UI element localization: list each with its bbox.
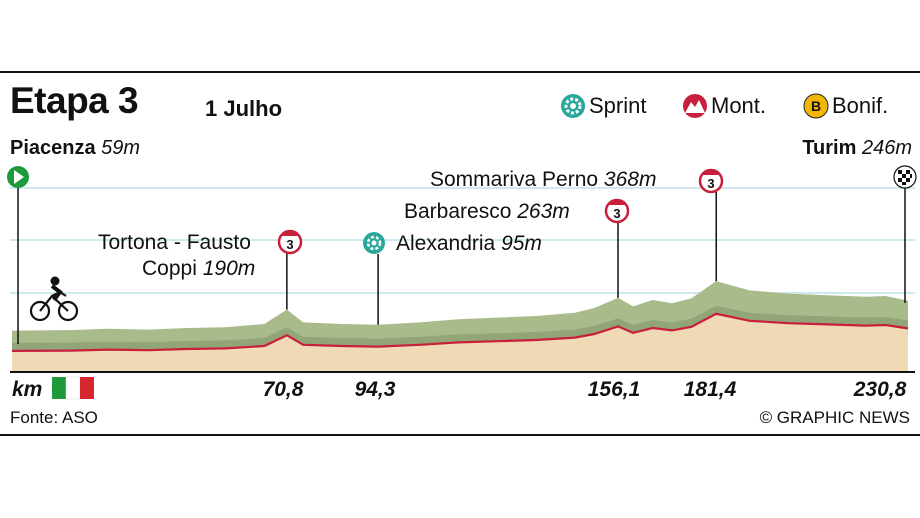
waypoint-sommariva: Sommariva Perno 368m bbox=[430, 168, 656, 192]
bonus-icon: B bbox=[803, 93, 829, 119]
stage-title: Etapa 3 bbox=[10, 80, 139, 121]
finish-name: Turim bbox=[802, 137, 857, 159]
bottom-rule bbox=[0, 434, 920, 436]
legend-bonus-label: Bonif. bbox=[832, 93, 889, 118]
terrain-area bbox=[12, 281, 908, 351]
waypoint-tortona-name2: Coppi bbox=[142, 257, 197, 280]
route-line bbox=[11, 312, 909, 352]
km-alexandria: 94,3 bbox=[354, 378, 396, 401]
waypoint-barbaresco-name: Barbaresco bbox=[404, 200, 512, 223]
start-name: Piacenza bbox=[10, 137, 96, 159]
legend-mountain-label: Mont. bbox=[711, 93, 767, 118]
legend-sprint-label: Sprint bbox=[589, 93, 647, 118]
top-rule bbox=[0, 71, 920, 73]
waypoint-tortona-altitude: 190m bbox=[202, 257, 256, 280]
source-label: Fonte: ASO bbox=[10, 408, 98, 427]
axis-unit: km bbox=[12, 378, 43, 401]
sprint-icon-alexandria bbox=[363, 232, 385, 254]
waypoint-barbaresco: Barbaresco 263m bbox=[404, 200, 570, 224]
start-icon bbox=[7, 166, 29, 188]
waypoint-icon-sommariva: 3 bbox=[698, 168, 724, 194]
finish-altitude: 246m bbox=[861, 137, 912, 159]
start-label: Piacenza 59m bbox=[10, 137, 140, 160]
category-barbaresco: 3 bbox=[613, 206, 620, 221]
cyclist-icon bbox=[29, 276, 79, 322]
legend-bonus: B Bonif. bbox=[803, 93, 888, 119]
waypoint-barbaresco-altitude: 263m bbox=[517, 200, 570, 223]
bonus-badge-letter: B bbox=[811, 98, 821, 114]
category-tortona: 3 bbox=[286, 237, 293, 252]
category-sommariva: 3 bbox=[707, 176, 714, 191]
waypoint-alexandria-altitude: 95m bbox=[501, 232, 542, 255]
finish-label: Turim 246m bbox=[802, 137, 912, 160]
waypoint-icon-tortona: 3 bbox=[277, 229, 303, 255]
waypoint-alexandria: Alexandria 95m bbox=[396, 232, 542, 256]
legend-mountain: Mont. bbox=[682, 93, 766, 119]
km-tortona: 70,8 bbox=[262, 378, 304, 401]
waypoint-alexandria-name: Alexandria bbox=[396, 232, 496, 255]
waypoint-icon-barbaresco: 3 bbox=[604, 198, 630, 224]
waypoint-sommariva-altitude: 368m bbox=[603, 168, 657, 191]
credit-label: © GRAPHIC NEWS bbox=[759, 408, 910, 427]
km-barbaresco: 156,1 bbox=[587, 378, 641, 401]
waypoint-sommariva-name: Sommariva Perno bbox=[430, 168, 599, 191]
waypoint-tortona-line1: Tortona - Fausto bbox=[98, 231, 251, 254]
stage-date: 1 Julho bbox=[205, 96, 283, 121]
finish-flag-icon bbox=[893, 165, 917, 189]
italy-flag-icon bbox=[52, 376, 94, 400]
sprint-icon bbox=[561, 94, 585, 118]
legend-sprint: Sprint bbox=[560, 93, 646, 119]
km-finish: 230,8 bbox=[853, 378, 907, 401]
start-altitude: 59m bbox=[101, 137, 141, 159]
mountain-icon bbox=[683, 94, 707, 118]
km-sommariva: 181,4 bbox=[683, 378, 737, 401]
waypoint-tortona-line2: Coppi 190m bbox=[142, 257, 255, 281]
